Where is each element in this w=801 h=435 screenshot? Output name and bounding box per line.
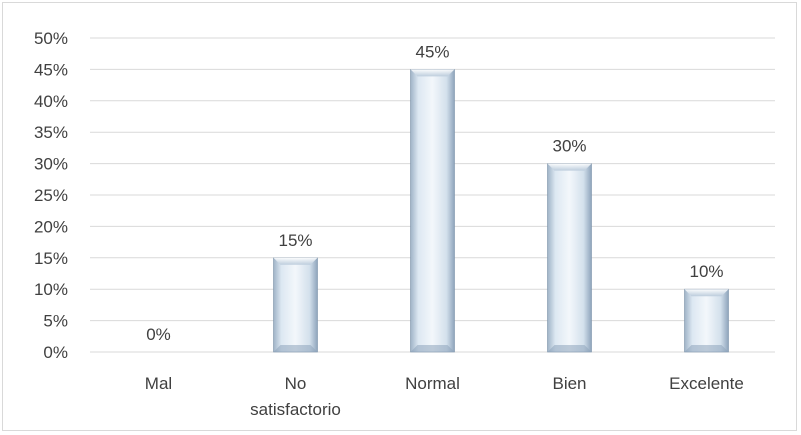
- bar: [410, 69, 455, 353]
- x-tick-label: No satisfactorio: [250, 374, 341, 419]
- y-tick-label: 35%: [34, 123, 68, 142]
- data-label: 30%: [552, 137, 586, 156]
- data-label: 45%: [415, 42, 449, 61]
- bar: [273, 257, 318, 353]
- bar: [684, 288, 729, 353]
- bars: [273, 69, 729, 353]
- x-axis-tick-labels: Mal No satisfactorio Normal Bien Excelente: [145, 374, 744, 419]
- data-labels: 0% 15% 45% 30% 10%: [146, 42, 723, 344]
- y-tick-label: 30%: [34, 155, 68, 174]
- y-tick-label: 15%: [34, 249, 68, 268]
- x-tick-label: Mal: [145, 374, 172, 393]
- y-tick-label: 0%: [43, 343, 68, 362]
- y-tick-label: 5%: [43, 312, 68, 331]
- y-tick-label: 10%: [34, 280, 68, 299]
- chart-frame: [2, 2, 797, 431]
- y-tick-label: 40%: [34, 92, 68, 111]
- data-label: 0%: [146, 325, 171, 344]
- x-tick-label: Normal: [405, 374, 460, 393]
- x-tick-label: Excelente: [669, 374, 744, 393]
- y-tick-label: 50%: [34, 29, 68, 48]
- data-label: 10%: [689, 262, 723, 281]
- data-label: 15%: [278, 231, 312, 250]
- y-tick-label: 25%: [34, 186, 68, 205]
- bar: [547, 163, 592, 353]
- y-axis-tick-labels: 0% 5% 10% 15% 20% 25% 30% 35% 40% 45% 50%: [34, 29, 68, 362]
- y-tick-label: 45%: [34, 60, 68, 79]
- y-tick-label: 20%: [34, 217, 68, 236]
- x-tick-label: Bien: [552, 374, 586, 393]
